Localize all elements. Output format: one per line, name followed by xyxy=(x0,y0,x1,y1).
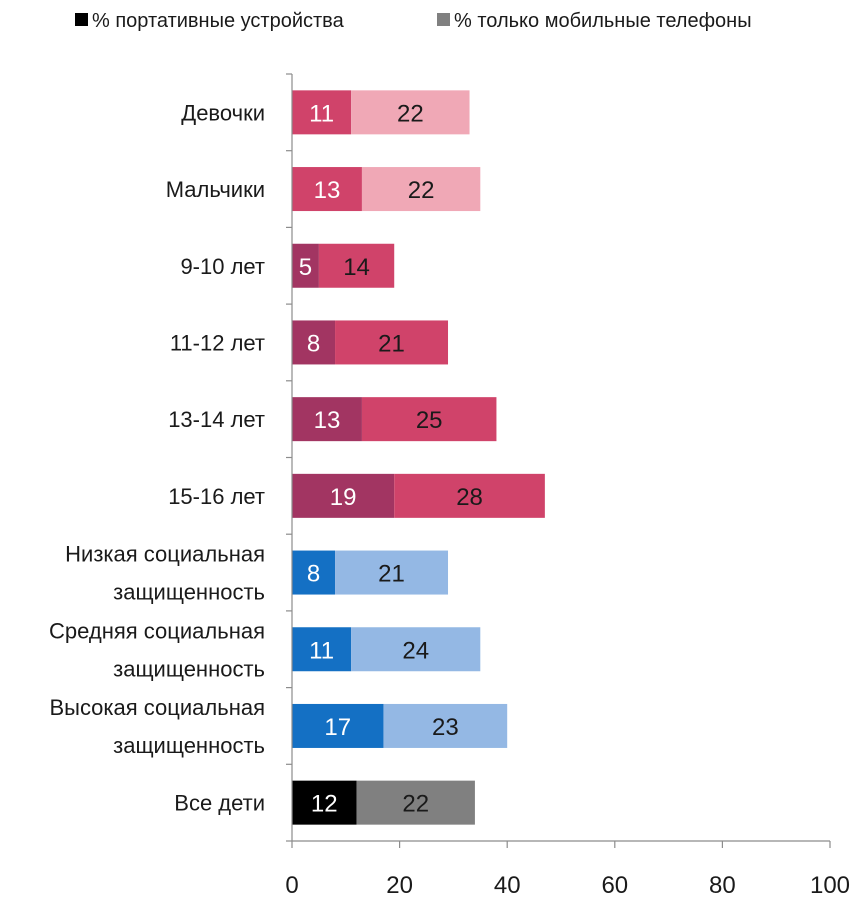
data-label-2-0: 5 xyxy=(299,254,312,281)
bar-3-seg-1 xyxy=(335,320,449,365)
bar-5-seg-1 xyxy=(394,473,545,518)
data-label-3-0: 8 xyxy=(307,330,320,357)
category-label-7-line-0: Средняя социальная xyxy=(49,618,265,643)
bar-3-seg-0 xyxy=(292,320,336,365)
data-label-6-0: 8 xyxy=(307,561,320,588)
category-label-4: 13-14 лет xyxy=(168,407,265,432)
category-label-8-line-1: защищенность xyxy=(113,733,265,758)
category-label-8-line-0: Высокая социальная xyxy=(49,695,265,720)
data-label-9-0: 12 xyxy=(311,791,338,818)
data-label-9-1: 22 xyxy=(402,791,429,818)
data-label-6-1: 21 xyxy=(378,561,405,588)
bar-6-seg-1 xyxy=(335,550,449,595)
legend-label-0: % портативные устройства xyxy=(92,10,345,32)
data-label-3-1: 21 xyxy=(378,330,405,357)
data-label-7-1: 24 xyxy=(402,637,429,664)
bar-2-seg-0 xyxy=(292,243,319,288)
legend: % портативные устройства % только мобильн… xyxy=(75,10,752,32)
category-label-6-line-0: Низкая социальная xyxy=(65,542,265,567)
category-label-7-line-1: защищенность xyxy=(113,656,265,681)
data-label-8-1: 23 xyxy=(432,714,459,741)
bar-7-seg-0 xyxy=(292,627,352,672)
category-label-9: Все дети xyxy=(174,791,265,816)
data-label-8-0: 17 xyxy=(324,714,351,741)
data-label-4-0: 13 xyxy=(314,407,341,434)
data-label-0-1: 22 xyxy=(397,100,424,127)
bar-5-seg-0 xyxy=(292,473,395,518)
bar-8-seg-0 xyxy=(292,703,384,748)
bar-9-seg-0 xyxy=(292,780,357,825)
x-tick-label-1: 20 xyxy=(386,872,413,899)
x-tick-label-4: 80 xyxy=(709,872,736,899)
bar-0-seg-0 xyxy=(292,90,352,135)
data-label-5-1: 28 xyxy=(456,484,483,511)
bar-0-seg-1 xyxy=(351,90,470,135)
x-tick-label-5: 100 xyxy=(810,872,850,899)
data-label-7-0: 11 xyxy=(309,637,334,664)
category-label-0: Девочки xyxy=(181,100,265,125)
data-label-2-1: 14 xyxy=(343,254,370,281)
data-label-4-1: 25 xyxy=(416,407,443,434)
x-tick-label-0: 0 xyxy=(285,872,298,899)
bar-1-seg-0 xyxy=(292,167,362,212)
bars: 11 22 Девочки 13 22 Мальчики 5 14 9-10 лет 8 21 11-… xyxy=(49,90,545,825)
data-label-1-1: 22 xyxy=(408,177,435,204)
bar-6-seg-0 xyxy=(292,550,336,595)
legend-swatch-1 xyxy=(437,13,450,26)
category-label-1: Мальчики xyxy=(166,177,265,202)
bar-7-seg-1 xyxy=(351,627,481,672)
data-label-0-0: 11 xyxy=(309,100,334,127)
bar-1-seg-1 xyxy=(361,167,481,212)
x-tick-label-3: 60 xyxy=(601,872,628,899)
bar-8-seg-1 xyxy=(383,703,508,748)
bar-4-seg-1 xyxy=(361,397,497,442)
x-tick-label-2: 40 xyxy=(494,872,521,899)
data-label-5-0: 19 xyxy=(330,484,357,511)
bar-9-seg-1 xyxy=(356,780,475,825)
category-label-3: 11-12 лет xyxy=(170,330,265,355)
category-label-2: 9-10 лет xyxy=(180,254,265,279)
data-label-1-0: 13 xyxy=(314,177,341,204)
legend-swatch-0 xyxy=(75,13,88,26)
legend-label-1: % только мобильные телефоны xyxy=(454,10,752,32)
bar-2-seg-1 xyxy=(318,243,395,288)
category-label-5: 15-16 лет xyxy=(168,484,265,509)
bar-4-seg-0 xyxy=(292,397,362,442)
category-label-6-line-1: защищенность xyxy=(113,580,265,605)
axes: 0 20 40 60 80 100 xyxy=(285,73,850,899)
